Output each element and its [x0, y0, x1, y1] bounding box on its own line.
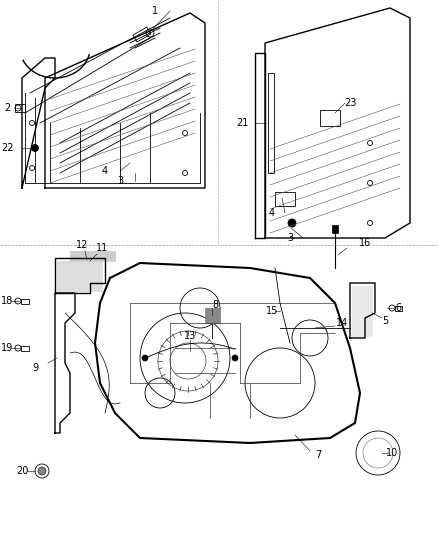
Bar	[275, 192, 295, 206]
Text: 23: 23	[344, 98, 356, 108]
Bar	[268, 73, 274, 173]
Bar	[57, 261, 102, 291]
Text: 5: 5	[382, 316, 388, 326]
Text: 1: 1	[152, 6, 158, 16]
Text: 19: 19	[1, 343, 13, 353]
Circle shape	[38, 467, 46, 475]
Text: 20: 20	[16, 466, 28, 476]
Bar	[21, 298, 29, 303]
Text: 3: 3	[117, 176, 123, 186]
Text: 12: 12	[76, 240, 88, 250]
Bar	[352, 286, 372, 336]
Text: 16: 16	[359, 238, 371, 248]
Text: 14: 14	[336, 318, 348, 328]
Text: 8: 8	[212, 300, 218, 310]
Text: 2: 2	[4, 103, 10, 113]
Bar	[21, 345, 29, 351]
Circle shape	[232, 355, 238, 361]
Text: 13: 13	[184, 331, 196, 341]
Bar	[133, 27, 151, 42]
Bar	[70, 251, 115, 261]
Text: 9: 9	[32, 363, 38, 373]
Text: 4: 4	[102, 166, 108, 176]
Bar	[320, 110, 340, 126]
Text: 18: 18	[1, 296, 13, 306]
Text: 3: 3	[287, 233, 293, 243]
Bar	[205, 308, 220, 323]
Circle shape	[32, 144, 39, 151]
Bar	[395, 305, 402, 311]
Text: 11: 11	[96, 243, 108, 253]
Text: 4: 4	[269, 208, 275, 218]
Text: 10: 10	[386, 448, 398, 458]
Text: 21: 21	[236, 118, 248, 128]
Bar	[332, 225, 338, 233]
Circle shape	[142, 355, 148, 361]
Text: 22: 22	[1, 143, 13, 153]
Text: 7: 7	[315, 450, 321, 460]
Circle shape	[288, 219, 296, 227]
Bar	[15, 104, 25, 112]
Text: 15: 15	[266, 306, 278, 316]
Text: 6: 6	[395, 303, 401, 313]
